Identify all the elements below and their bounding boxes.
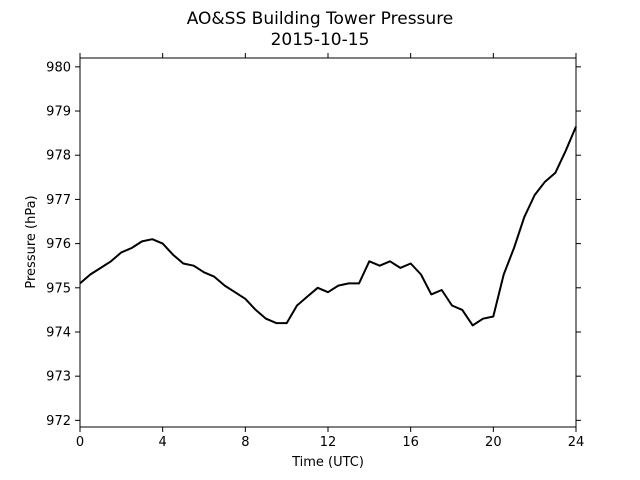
x-tick-label: 20 [485, 435, 502, 450]
x-tick-label: 12 [320, 435, 337, 450]
y-tick-label: 979 [46, 105, 71, 120]
y-tick-label: 974 [46, 325, 71, 340]
y-tick-label: 972 [46, 414, 71, 429]
axis-ticks: 0 4 8 12 16 20 24 972 973 974 975 976 977 978 979 980 [46, 53, 584, 450]
series-group [79, 126, 577, 327]
x-axis-label: Time (UTC) [291, 455, 364, 470]
x-tick-label: 0 [76, 435, 84, 450]
pressure-series-line [79, 126, 577, 327]
y-tick-label: 977 [46, 193, 71, 208]
y-axis-label: Pressure (hPa) [24, 195, 39, 288]
y-tick-label: 975 [46, 281, 71, 296]
y-tick-label: 976 [46, 237, 71, 252]
y-tick-label: 973 [46, 370, 71, 385]
y-tick-label: 978 [46, 149, 71, 164]
x-tick-label: 24 [568, 435, 585, 450]
plot-frame [79, 57, 577, 428]
x-tick-label: 4 [159, 435, 167, 450]
chart-title: AO&SS Building Tower Pressure [187, 9, 454, 29]
x-tick-label: 8 [241, 435, 249, 450]
chart-subtitle: 2015-10-15 [271, 30, 370, 50]
x-tick-label: 16 [402, 435, 419, 450]
y-tick-label: 980 [46, 60, 71, 75]
